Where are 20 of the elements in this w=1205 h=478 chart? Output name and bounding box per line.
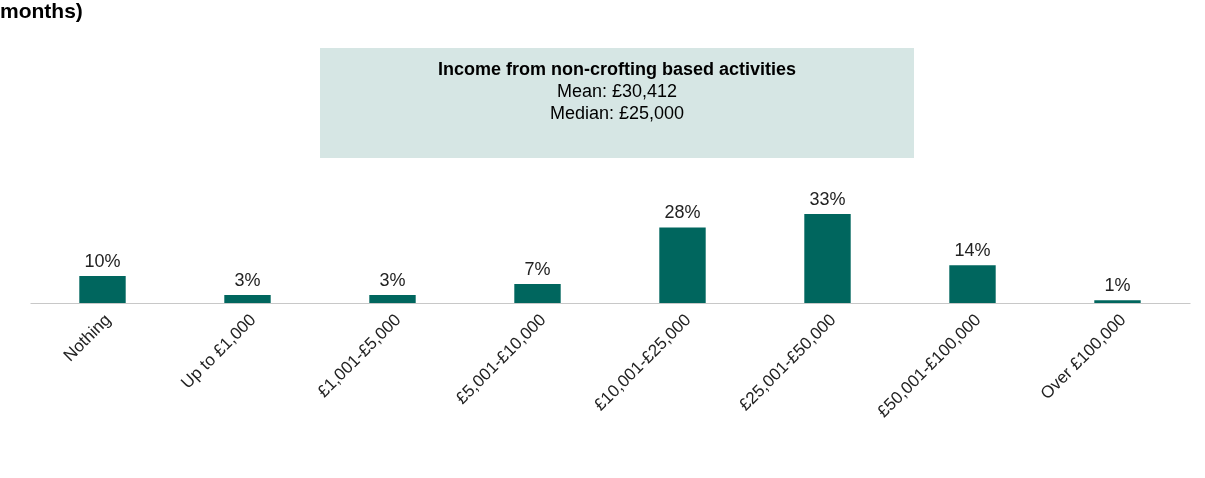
text: Income from non-crofting based activities [436, 58, 798, 80]
data-label: 14% [954, 240, 991, 261]
data-label: 1% [1104, 275, 1131, 296]
bar [514, 284, 561, 303]
data-label: 33% [809, 189, 846, 209]
bar [224, 294, 271, 303]
text: Median: £25,000 [548, 102, 686, 124]
bar [79, 276, 126, 303]
bar [804, 214, 851, 303]
bar [1094, 300, 1141, 303]
data-label: 28% [664, 202, 701, 223]
bar [659, 227, 706, 303]
chart-title: months) [0, 0, 83, 22]
data-label: 7% [524, 259, 551, 280]
bar [369, 294, 416, 303]
data-label: 10% [84, 251, 121, 272]
data-label: 3% [379, 269, 406, 290]
data-label: 3% [234, 269, 261, 290]
bar [949, 265, 996, 303]
text: Mean: £30,412 [555, 80, 679, 102]
